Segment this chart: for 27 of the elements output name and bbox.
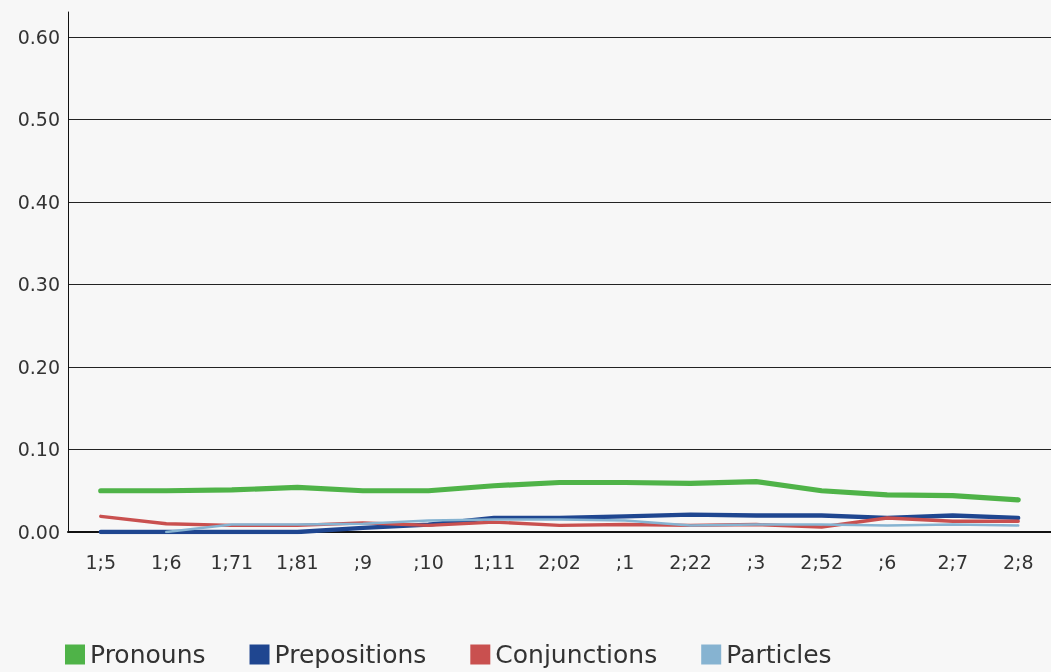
y-tick-label: 0.50 <box>17 108 60 131</box>
y-tick-label: 0.00 <box>17 521 60 543</box>
y-tick-label: 0.30 <box>17 273 60 296</box>
x-tick-label: 2;02 <box>538 550 581 573</box>
x-tick-label: 2;52 <box>800 550 843 573</box>
line-series <box>165 518 1020 534</box>
x-tick-label: 2;22 <box>669 550 712 573</box>
x-tick-label: 1;71 <box>210 550 254 573</box>
x-tick-label: ;1 <box>615 550 635 573</box>
x-tick-label: 2;7 <box>937 550 968 573</box>
x-tick-label: 1;11 <box>472 550 516 573</box>
legend-label: Pronouns <box>90 640 206 669</box>
x-tick-label: 2;8 <box>1002 550 1034 573</box>
x-tick-label: ;10 <box>413 550 444 573</box>
legend-label: Prepositions <box>274 640 427 669</box>
y-tick-label: 0.60 <box>17 25 60 48</box>
x-tick-label: ;6 <box>877 550 897 573</box>
legend-label: Conjunctions <box>495 640 658 669</box>
x-tick-label: ;3 <box>746 550 766 573</box>
x-tick-label: ;9 <box>353 550 373 573</box>
legend-label: Particles <box>726 640 832 669</box>
y-tick-label: 0.10 <box>17 438 60 461</box>
x-tick-label: 1;6 <box>151 550 182 573</box>
x-tick-label: 1;5 <box>85 550 117 573</box>
y-tick-label: 0.40 <box>17 190 60 213</box>
x-tick-label: 1;81 <box>276 550 319 573</box>
y-tick-label: 0.20 <box>17 355 60 378</box>
